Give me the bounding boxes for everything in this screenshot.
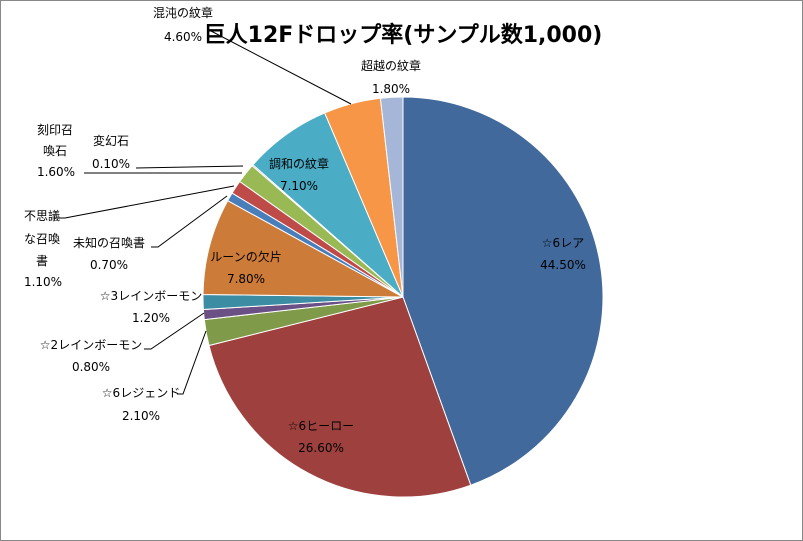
chart-title: 巨人12Fドロップ率(サンプル数1,000): [204, 22, 603, 48]
slice-label: 刻印召喚石: [36, 123, 73, 158]
slice-percent-label: 0.80%: [72, 360, 110, 374]
slice-percent-label: 0.10%: [92, 157, 130, 171]
slice-label: 混沌の紋章: [153, 5, 213, 20]
leader-line: [151, 195, 228, 248]
slice-label: 調和の紋章: [269, 156, 329, 171]
leader-line: [210, 30, 352, 105]
slice-label: ルーンの欠片: [210, 249, 281, 264]
slice-label: 変幻石: [93, 133, 129, 148]
leader-line: [59, 185, 235, 219]
slice-label: ☆6ヒーロー: [288, 419, 354, 433]
slice-label: ☆2レインボーモン: [40, 338, 142, 352]
slice-percent-label: 1.20%: [132, 311, 170, 325]
slice-percent-label: 4.60%: [164, 30, 202, 44]
slice-label: ☆6レア: [542, 236, 584, 250]
slice-label: ☆6レジェンド: [102, 386, 180, 400]
leader-line: [135, 165, 244, 169]
slice-label: ☆3レインボーモン: [100, 289, 202, 303]
slice-percent-label: 1.10%: [24, 275, 62, 289]
slice-label: 超越の紋章: [361, 58, 421, 73]
slice-percent-label: 7.10%: [280, 179, 318, 193]
slice-percent-label: 44.50%: [540, 258, 586, 272]
slice-label: 不思議な召喚書: [23, 209, 60, 268]
leader-line: [144, 312, 205, 350]
pie-slice: [402, 96, 604, 486]
leader-line: [177, 330, 207, 395]
pie-slice: [208, 296, 472, 498]
pie-slice: [202, 199, 404, 298]
slice-percent-label: 0.70%: [90, 258, 128, 272]
pie-slice: [379, 96, 404, 298]
slice-percent-label: 7.80%: [227, 272, 265, 286]
slice-label: 未知の召喚書: [73, 236, 145, 250]
slice-percent-label: 2.10%: [122, 409, 160, 423]
slice-percent-label: 1.60%: [37, 165, 75, 179]
slice-percent-label: 1.80%: [372, 82, 410, 96]
slice-percent-label: 26.60%: [298, 441, 344, 455]
